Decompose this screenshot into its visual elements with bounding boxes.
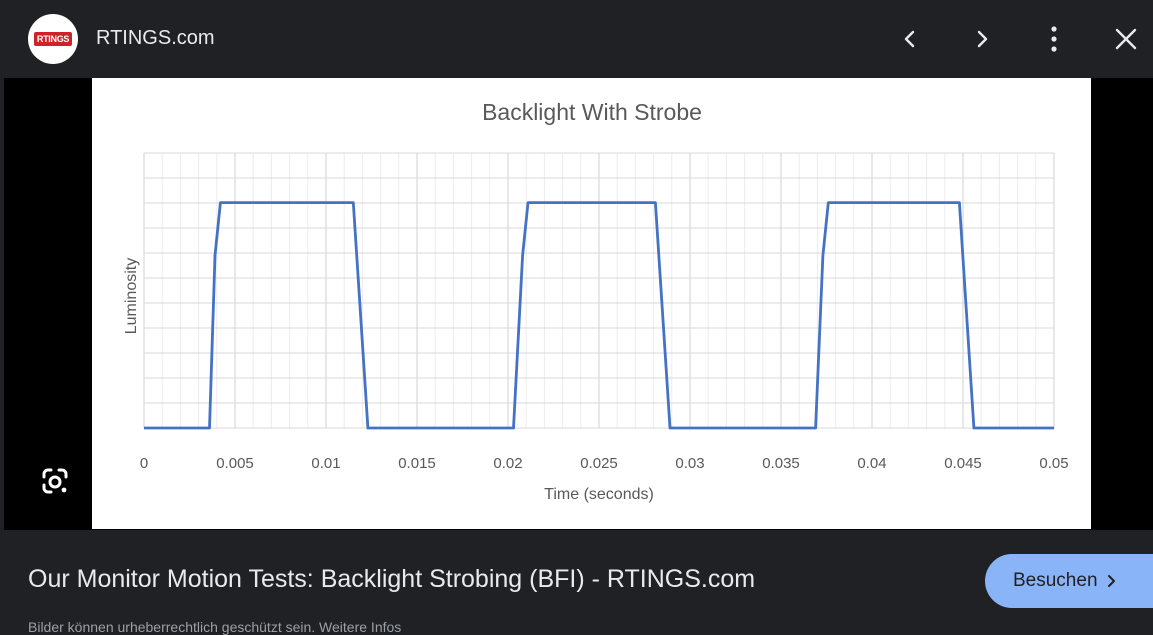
x-tick-label: 0.03 — [675, 455, 704, 472]
x-tick-label: 0.04 — [857, 455, 886, 472]
site-name[interactable]: RTINGS.com — [96, 27, 215, 49]
close-icon — [1115, 28, 1137, 50]
visit-button[interactable]: Besuchen — [985, 554, 1153, 608]
y-axis-label: Luminosity — [123, 258, 140, 334]
google-lens-icon — [42, 468, 68, 494]
more-vert-icon — [1051, 26, 1057, 52]
chevron-left-icon — [904, 30, 915, 48]
x-tick-label: 0 — [140, 455, 148, 472]
site-logo-text: RTINGS — [33, 32, 73, 46]
chart-svg: Backlight With Strobe 0 0.005 0.01 0.015 0.0… — [123, 99, 1069, 503]
close-button[interactable] — [1109, 22, 1143, 56]
chart-series — [144, 201, 1054, 430]
x-tick-label: 0.045 — [944, 455, 982, 472]
chart-image[interactable]: Backlight With Strobe 0 0.005 0.01 0.015 0.0… — [92, 78, 1091, 529]
x-tick-label: 0.005 — [216, 455, 254, 472]
previous-button[interactable] — [893, 22, 927, 56]
x-tick-labels: 0 0.005 0.01 0.015 0.02 0.025 0.03 0.035 0.04 0.0… — [140, 455, 1069, 472]
more-options-button[interactable] — [1037, 22, 1071, 56]
x-tick-label: 0.035 — [762, 455, 800, 472]
x-axis-label: Time (seconds) — [544, 486, 654, 503]
next-button[interactable] — [965, 22, 999, 56]
chart-title: Backlight With Strobe — [482, 99, 702, 125]
search-image-button[interactable] — [36, 462, 74, 500]
x-tick-label: 0.05 — [1039, 455, 1068, 472]
x-tick-label: 0.02 — [493, 455, 522, 472]
chevron-right-icon — [977, 30, 988, 48]
copyright-caption: Bilder können urheberrechtlich geschützt… — [28, 619, 402, 635]
luminosity-line — [144, 201, 1054, 430]
image-viewer-header: RTINGS RTINGS.com — [0, 0, 1153, 78]
x-tick-label: 0.015 — [398, 455, 436, 472]
page-title-link[interactable]: Our Monitor Motion Tests: Backlight Stro… — [28, 565, 756, 593]
chart-grid — [143, 152, 1055, 429]
x-tick-label: 0.025 — [580, 455, 618, 472]
x-tick-label: 0.01 — [311, 455, 340, 472]
result-footer — [0, 530, 1153, 626]
chevron-right-icon — [1107, 575, 1115, 587]
visit-button-label: Besuchen — [1013, 570, 1098, 591]
site-logo[interactable]: RTINGS — [28, 14, 78, 64]
